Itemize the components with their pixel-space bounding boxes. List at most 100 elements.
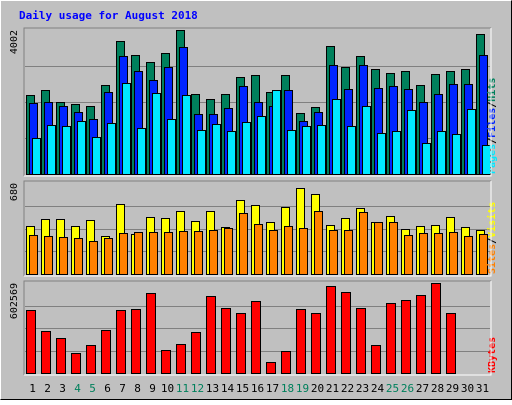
x-tick-label-day-10: 10 (161, 382, 174, 395)
bar-pages-day-27 (422, 143, 431, 175)
bar-sites-day-6 (104, 238, 113, 275)
bar-sites-day-21 (329, 230, 338, 275)
x-tick-label-day-5: 5 (89, 382, 96, 395)
x-tick-label-day-4: 4 (74, 382, 81, 395)
bar-kbytes-day-4 (71, 353, 81, 374)
y-max-label: 4002 (9, 30, 20, 54)
bar-pages-day-19 (302, 126, 311, 175)
bar-kbytes-day-20 (311, 313, 321, 374)
legend-files: Files (486, 108, 498, 138)
bar-kbytes-day-28 (431, 283, 441, 374)
bar-kbytes-day-3 (56, 338, 66, 374)
bar-sites-day-7 (119, 233, 128, 275)
chart-panels: 4002Pages/Files/Hits680Sites/Visits60256… (9, 27, 498, 376)
bar-kbytes-day-15 (236, 313, 246, 374)
bar-kbytes-day-22 (341, 292, 351, 374)
bar-sites-day-16 (254, 224, 263, 275)
panel-2-frame-bevel-dark (23, 180, 491, 276)
bar-pages-day-28 (437, 131, 446, 175)
legend-kbytes: KBytes (487, 337, 498, 373)
bar-sites-day-12 (194, 231, 203, 275)
bar-sites-day-30 (464, 236, 473, 275)
legend-visits: Visits (486, 202, 498, 238)
bar-kbytes-day-5 (86, 345, 96, 374)
bar-pages-day-21 (332, 99, 341, 175)
y-max-label: 602569 (9, 283, 20, 319)
panel-1-frame-bevel-light (24, 28, 492, 177)
x-tick-label-day-8: 8 (134, 382, 141, 395)
bar-sites-day-13 (209, 230, 218, 275)
chart-title: Daily usage for August 2018 (19, 9, 198, 22)
bar-kbytes-day-26 (401, 300, 411, 374)
bar-sites-day-15 (239, 213, 248, 275)
bar-kbytes-day-1 (26, 310, 36, 374)
bar-sites-day-9 (149, 232, 158, 275)
bar-pages-day-26 (407, 110, 416, 175)
bar-pages-day-20 (317, 125, 326, 175)
panel-3: 602569 KBytes (9, 283, 498, 374)
x-tick-label-day-15: 15 (236, 382, 249, 395)
legend-sites: Sites (486, 244, 498, 274)
bar-kbytes-day-10 (161, 350, 171, 374)
bar-kbytes-day-6 (101, 330, 111, 374)
bar-sites-day-5 (89, 241, 98, 275)
bar-pages-day-30 (467, 109, 476, 175)
bar-pages-day-5 (92, 137, 101, 175)
x-tick-label-day-17: 17 (266, 382, 279, 395)
x-tick-label-day-27: 27 (416, 382, 429, 395)
panel-1-legend: Pages/Files/Hits (486, 78, 498, 174)
x-tick-label-day-28: 28 (431, 382, 444, 395)
bar-kbytes-day-7 (116, 310, 126, 374)
bar-pages-day-8 (137, 128, 146, 175)
legend-sep2: / (487, 102, 498, 108)
bar-pages-day-4 (77, 121, 86, 175)
bar-kbytes-day-25 (386, 303, 396, 374)
bar-pages-day-9 (152, 93, 161, 175)
x-tick-label-day-23: 23 (356, 382, 369, 395)
bar-sites-day-27 (419, 233, 428, 275)
bar-kbytes-day-2 (41, 331, 51, 374)
bar-pages-day-10 (167, 119, 176, 175)
bar-kbytes-day-16 (251, 301, 261, 374)
legend-pages: Pages (487, 144, 498, 174)
x-tick-label-day-31: 31 (476, 382, 489, 395)
legend-sep1: / (487, 238, 498, 244)
bar-sites-day-2 (44, 236, 53, 275)
x-tick-label-day-24: 24 (371, 382, 385, 395)
x-axis-day-labels: 1 2 3 4 5 6 7 8 9 10 11 12 13 14 15 16 17 18 19 20 21 22 23 24 2… (29, 382, 489, 395)
bar-kbytes-day-24 (371, 345, 381, 374)
x-tick-label-day-1: 1 (29, 382, 36, 395)
legend-sep1: / (487, 138, 498, 144)
bar-sites-day-11 (179, 231, 188, 275)
x-tick-label-day-26: 26 (401, 382, 414, 395)
bar-kbytes-day-14 (221, 308, 231, 374)
x-tick-label-day-20: 20 (311, 382, 324, 395)
x-tick-label-day-12: 12 (191, 382, 204, 395)
bar-kbytes-day-13 (206, 296, 216, 374)
bar-pages-day-14 (227, 131, 236, 175)
panel-3-frame-bevel-light (24, 281, 492, 376)
x-tick-label-day-11: 11 (176, 382, 189, 395)
bar-sites-day-28 (434, 233, 443, 275)
bar-sites-day-17 (269, 230, 278, 275)
legend-hits: Hits (486, 78, 498, 102)
bar-pages-day-7 (122, 83, 131, 175)
bar-sites-day-1 (29, 235, 38, 275)
bar-pages-day-3 (62, 126, 71, 175)
x-tick-label-day-29: 29 (446, 382, 459, 395)
y-max-label: 680 (9, 183, 20, 201)
x-tick-label-day-13: 13 (206, 382, 219, 395)
x-tick-label-day-25: 25 (386, 382, 399, 395)
bar-pages-day-17 (272, 90, 281, 175)
bar-pages-day-24 (377, 133, 386, 175)
bar-sites-day-14 (224, 228, 233, 275)
bar-sites-day-26 (404, 235, 413, 275)
bar-kbytes-day-21 (326, 286, 336, 374)
bar-pages-day-22 (347, 126, 356, 175)
bar-kbytes-day-18 (281, 351, 291, 374)
panel-2: 680 Sites/Visits (9, 183, 498, 275)
x-tick-label-day-3: 3 (59, 382, 66, 395)
bar-pages-day-11 (182, 95, 191, 175)
bar-kbytes-day-23 (356, 308, 366, 374)
